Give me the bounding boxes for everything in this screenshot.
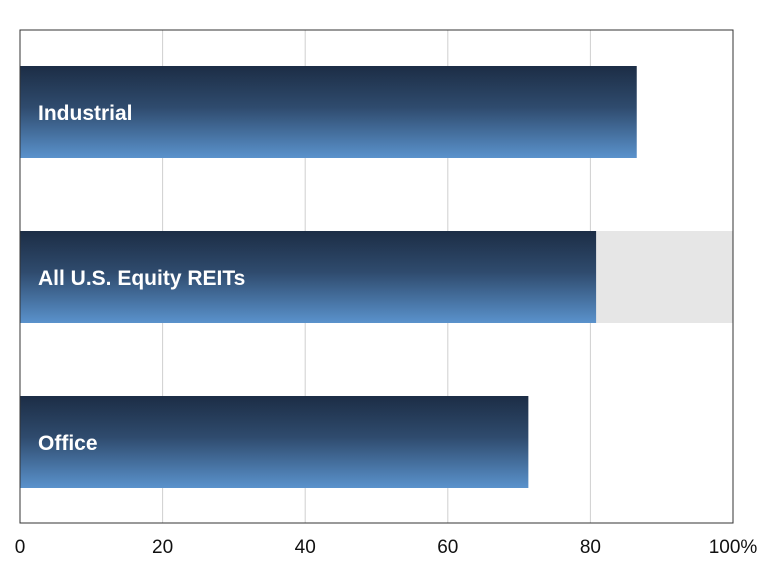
x-tick-label: 100% (709, 537, 758, 558)
plot-frame (19, 29, 734, 524)
bar-industrial (20, 66, 637, 158)
x-tick-label: 60 (437, 537, 458, 558)
x-tick-label: 40 (295, 537, 316, 558)
bar-all-u-s-equity-reits (20, 231, 597, 323)
category-label: All U.S. Equity REITs (38, 267, 245, 290)
x-tick-label: 80 (580, 537, 601, 558)
category-label: Office (38, 432, 98, 455)
bar-office (20, 396, 529, 488)
category-label: Industrial (38, 102, 133, 125)
x-tick-label: 0 (15, 537, 26, 558)
x-tick-label: 20 (152, 537, 173, 558)
